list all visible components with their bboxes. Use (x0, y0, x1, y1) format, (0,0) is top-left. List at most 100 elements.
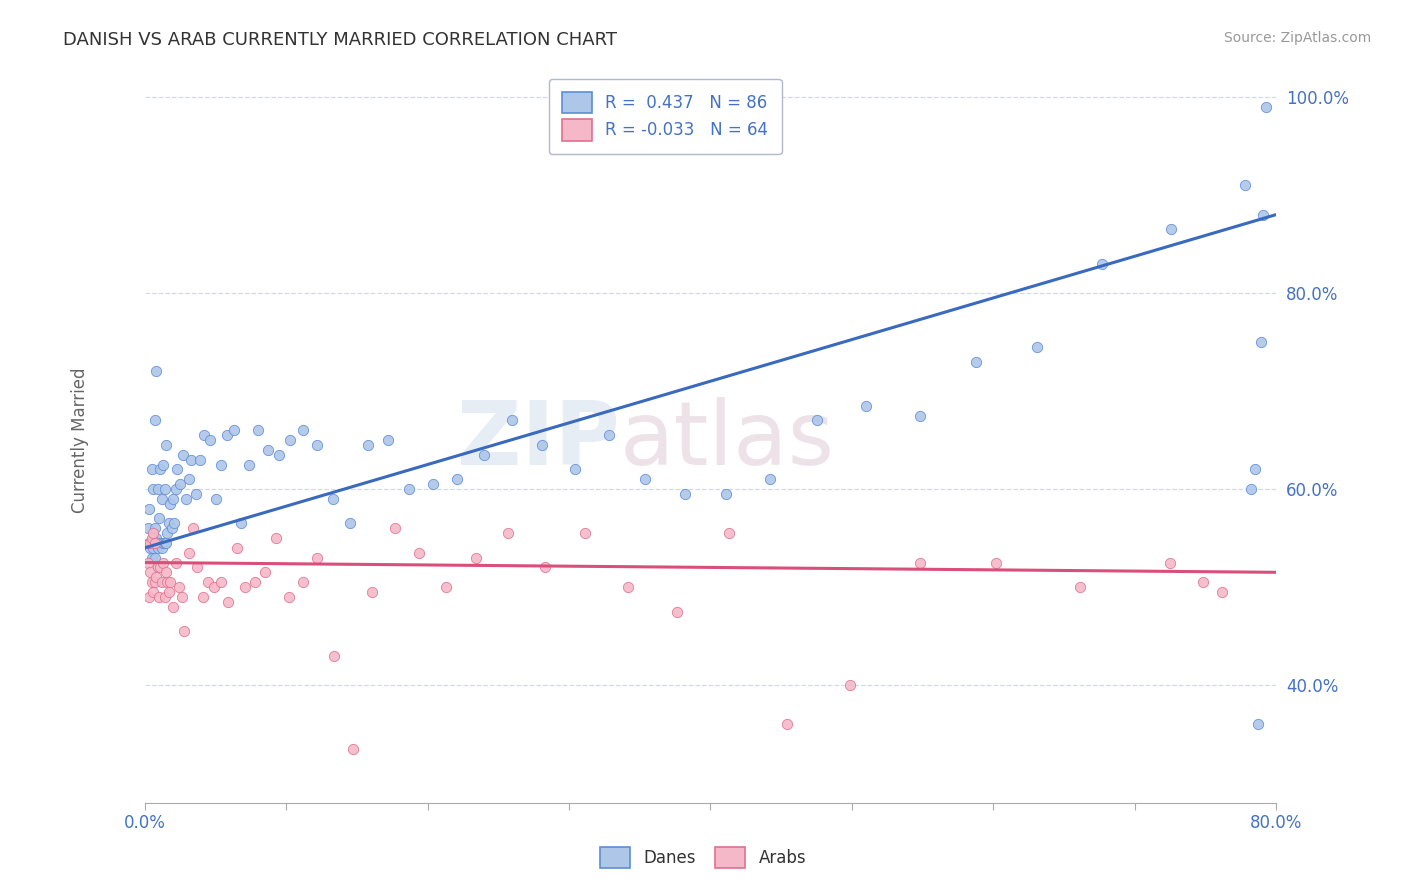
Point (1091, 257, 1114, 271)
Point (139, 536, 162, 550)
Point (181, 521, 204, 535)
Point (1233, 178, 1256, 193)
Point (280, 433, 302, 447)
Point (246, 423, 269, 437)
Point (496, 526, 519, 541)
Point (148, 511, 170, 525)
Point (165, 556, 187, 570)
Point (152, 458, 174, 472)
Point (159, 497, 181, 511)
Y-axis label: Currently Married: Currently Married (72, 368, 89, 513)
Point (534, 560, 557, 574)
Point (806, 413, 828, 427)
Point (472, 448, 495, 462)
Point (215, 428, 238, 442)
Point (855, 399, 877, 413)
Point (188, 452, 211, 467)
Point (531, 438, 554, 452)
Point (193, 428, 215, 442)
Point (1250, 334, 1272, 349)
Point (617, 580, 640, 594)
Point (253, 566, 276, 580)
Point (149, 462, 172, 476)
Point (342, 741, 364, 756)
Point (166, 462, 188, 476)
Point (156, 526, 179, 541)
Point (361, 585, 384, 599)
Point (152, 536, 174, 550)
Point (965, 354, 987, 368)
Point (172, 448, 194, 462)
Point (146, 560, 169, 574)
Point (574, 526, 596, 541)
Point (153, 590, 176, 604)
Point (163, 516, 186, 531)
Point (180, 452, 202, 467)
Point (143, 413, 166, 427)
Point (167, 580, 190, 594)
Text: ZIP: ZIP (457, 397, 620, 483)
Point (1160, 222, 1182, 236)
Point (1159, 556, 1181, 570)
Point (152, 556, 174, 570)
Point (222, 423, 245, 437)
Point (153, 482, 176, 496)
Point (238, 458, 260, 472)
Point (908, 556, 931, 570)
Point (714, 487, 737, 501)
Point (1069, 580, 1091, 594)
Point (142, 541, 165, 555)
Point (141, 462, 163, 476)
Point (665, 605, 688, 619)
Point (357, 438, 380, 452)
Point (141, 531, 163, 545)
Point (138, 536, 160, 550)
Point (292, 423, 315, 437)
Point (155, 566, 177, 580)
Point (209, 575, 232, 590)
Point (157, 516, 180, 531)
Point (165, 482, 187, 496)
Point (136, 521, 159, 535)
Point (155, 438, 177, 452)
Point (150, 541, 173, 555)
Point (162, 599, 184, 614)
Point (146, 482, 169, 496)
Point (1211, 585, 1233, 599)
Point (233, 580, 256, 594)
Point (197, 575, 219, 590)
Point (156, 575, 179, 590)
Point (143, 575, 166, 590)
Text: DANISH VS ARAB CURRENTLY MARRIED CORRELATION CHART: DANISH VS ARAB CURRENTLY MARRIED CORRELA… (63, 31, 617, 49)
Point (229, 516, 252, 531)
Point (173, 624, 195, 639)
Legend: R =  0.437   N = 86, R = -0.033   N = 64: R = 0.437 N = 86, R = -0.033 N = 64 (548, 78, 782, 153)
Point (984, 556, 1007, 570)
Point (149, 560, 172, 574)
Point (170, 590, 193, 604)
Point (155, 536, 177, 550)
Point (217, 595, 239, 609)
Point (186, 560, 208, 574)
Point (398, 482, 420, 496)
Point (169, 477, 191, 491)
Point (143, 550, 166, 565)
Point (408, 546, 430, 560)
Point (142, 526, 165, 541)
Point (138, 536, 160, 550)
Point (142, 585, 165, 599)
Point (162, 491, 184, 506)
Point (292, 575, 315, 590)
Point (278, 590, 301, 604)
Point (1240, 482, 1263, 496)
Point (673, 487, 696, 501)
Point (323, 648, 346, 663)
Point (139, 541, 162, 555)
Point (377, 433, 399, 447)
Point (177, 546, 200, 560)
Point (598, 428, 620, 442)
Point (160, 521, 183, 535)
Point (1244, 462, 1267, 476)
Point (446, 472, 468, 486)
Point (225, 541, 247, 555)
